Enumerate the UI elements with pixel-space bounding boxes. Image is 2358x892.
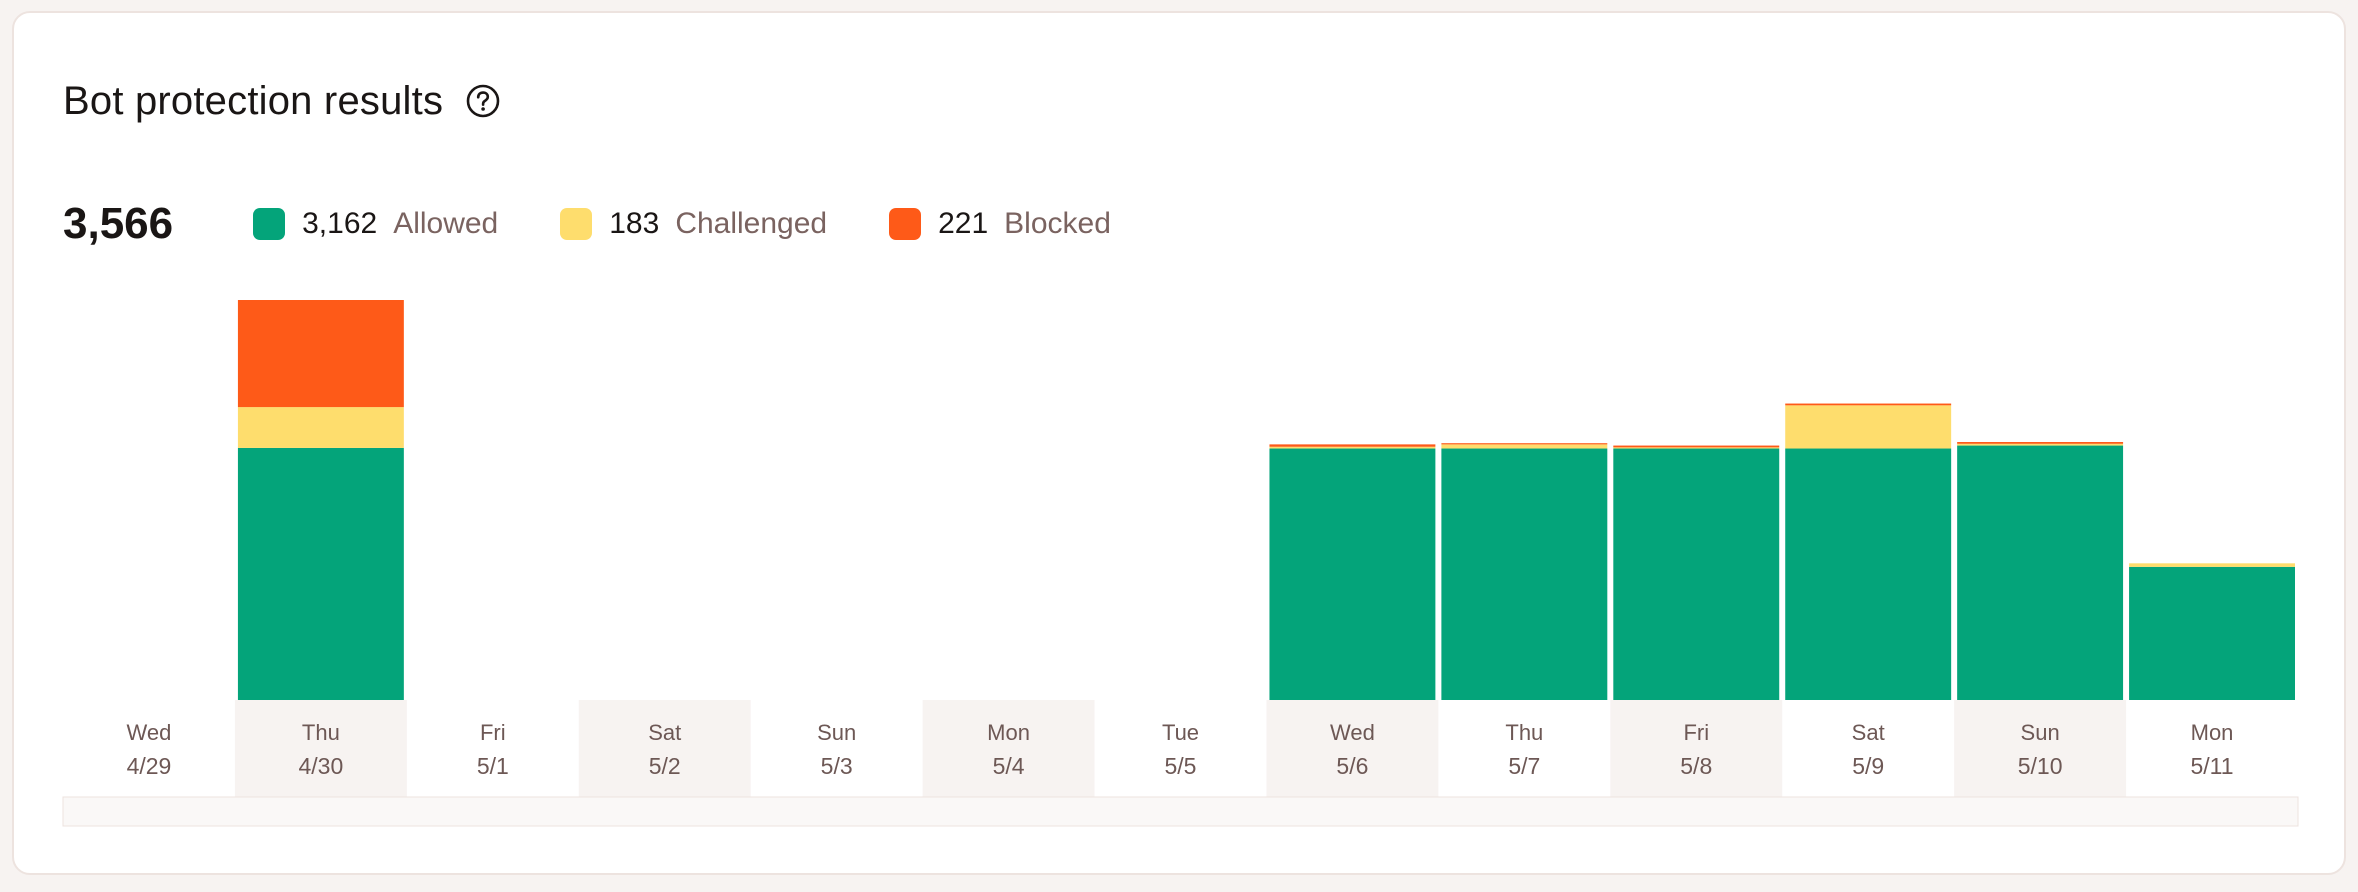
axis-day-label: Mon <box>987 720 1030 745</box>
axis-date-label: 5/10 <box>2018 753 2063 779</box>
axis-date-label: 5/6 <box>1336 753 1368 779</box>
bar-segment-blocked[interactable] <box>1957 442 2124 444</box>
axis-column-bg <box>1954 700 2127 797</box>
bar-segment-challenged[interactable] <box>1957 443 2124 446</box>
axis-day-label: Thu <box>302 720 340 745</box>
axis-date-label: 5/8 <box>1680 753 1712 779</box>
axis-column-bg <box>1266 700 1439 797</box>
bar-segment-challenged[interactable] <box>1441 444 1608 449</box>
axis-date-label: 4/29 <box>127 753 172 779</box>
axis-day-label: Fri <box>1683 720 1709 745</box>
bar-segment-allowed[interactable] <box>1957 445 2124 700</box>
legend-count-blocked: 221 <box>938 207 989 240</box>
axis-column-bg <box>922 700 1095 797</box>
axis-date-label: 5/4 <box>993 753 1025 779</box>
legend-count-challenged: 183 <box>609 207 660 240</box>
legend-item-allowed[interactable]: 3,162 Allowed <box>253 207 498 241</box>
axis-date-label: 5/1 <box>477 753 509 779</box>
axis-date-label: 5/11 <box>2191 753 2234 779</box>
bar-segment-blocked[interactable] <box>237 300 404 408</box>
legend-swatch-blocked <box>889 208 922 240</box>
bar-segment-challenged[interactable] <box>1269 446 1436 449</box>
legend-item-challenged[interactable]: 183 Challenged <box>560 207 827 241</box>
axis-date-label: 5/9 <box>1852 753 1884 779</box>
legend-label-challenged: Challenged <box>675 207 828 240</box>
bar-segment-blocked[interactable] <box>1441 443 1608 445</box>
axis-day-label: Fri <box>480 720 506 745</box>
legend-swatch-challenged <box>560 208 593 240</box>
bar-segment-allowed[interactable] <box>2129 566 2295 700</box>
legend-label-blocked: Blocked <box>1004 207 1111 240</box>
legend-item-blocked[interactable]: 221 Blocked <box>889 207 1111 241</box>
axis-day-label: Wed <box>1330 720 1375 745</box>
bar-segment-challenged[interactable] <box>1613 447 1780 449</box>
bar-segment-blocked[interactable] <box>1613 445 1780 448</box>
card-header: Bot protection results <box>63 75 501 127</box>
axis-day-label: Mon <box>2191 720 2234 745</box>
axis-day-label: Sun <box>817 720 856 745</box>
bar-segment-blocked[interactable] <box>1785 403 1952 406</box>
axis-day-label: Wed <box>127 720 172 745</box>
axis-date-label: 5/2 <box>649 753 681 779</box>
bar-segment-challenged[interactable] <box>2129 563 2295 567</box>
bar-segment-allowed[interactable] <box>1785 448 1952 700</box>
bar-segment-allowed[interactable] <box>1441 448 1608 700</box>
axis-day-label: Thu <box>1505 720 1543 745</box>
legend-label-allowed: Allowed <box>393 207 499 240</box>
bar-segment-allowed[interactable] <box>1269 448 1436 700</box>
bar-segment-challenged[interactable] <box>237 407 404 448</box>
axis-date-label: 5/3 <box>821 753 853 779</box>
legend-count-allowed: 3,162 <box>302 207 378 240</box>
axis-column-bg <box>1610 700 1783 797</box>
axis-day-label: Sat <box>1852 720 1885 745</box>
legend-swatch-allowed <box>253 208 286 240</box>
summary-row: 3,566 3,162 Allowed 183 Challenged 221 B… <box>63 189 1173 259</box>
bar-segment-blocked[interactable] <box>1269 444 1436 447</box>
bar-segment-challenged[interactable] <box>1785 405 1952 449</box>
stacked-bar-chart: Wed 4/29 Thu 4/30 Fri 5/1 Sat 5/2 Sun 5/3 Mon 5/4 Tu… <box>62 300 2299 827</box>
axis-date-label: 4/30 <box>299 753 344 779</box>
axis-column-bg <box>578 700 751 797</box>
range-strip[interactable] <box>62 796 2299 827</box>
bot-protection-card: Bot protection results 3,566 3,162 Allow… <box>12 11 2346 875</box>
question-circle-icon[interactable] <box>465 83 501 119</box>
bar-segment-allowed[interactable] <box>1613 448 1780 700</box>
bar-segment-allowed[interactable] <box>237 447 404 700</box>
axis-day-label: Sun <box>2021 720 2060 745</box>
total-count: 3,566 <box>63 199 174 248</box>
card-title: Bot protection results <box>63 78 444 123</box>
axis-day-label: Sat <box>648 720 681 745</box>
axis-day-label: Tue <box>1162 720 1199 745</box>
axis-date-label: 5/7 <box>1508 753 1540 779</box>
axis-column-bg <box>234 700 407 797</box>
axis-date-label: 5/5 <box>1165 753 1197 779</box>
